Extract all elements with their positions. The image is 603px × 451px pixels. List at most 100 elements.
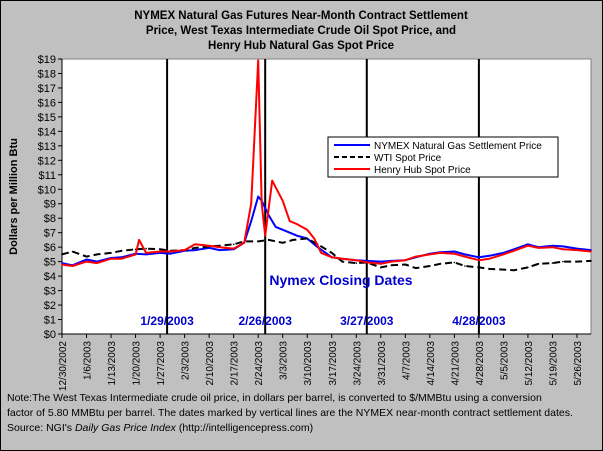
data-point-wti	[331, 252, 333, 254]
x-tick-label: 2/3/2003	[181, 341, 192, 380]
note-line-1: Note:The West Texas Intermediate crude o…	[7, 392, 542, 404]
title-line-3: Henry Hub Natural Gas Spot Price	[208, 40, 394, 52]
x-tick-label: 3/31/2003	[377, 341, 388, 386]
data-point-henry	[85, 260, 88, 263]
data-point-henry	[260, 202, 263, 205]
data-point-nymex	[295, 234, 298, 237]
data-point-henry	[537, 247, 540, 249]
note-source-suffix: (http://intelligencepress.com)	[175, 422, 314, 434]
data-point-henry	[138, 239, 140, 241]
data-point-henry	[488, 257, 491, 260]
y-tick-label: $16	[38, 97, 56, 109]
data-point-henry	[243, 242, 245, 244]
data-point-wti	[232, 243, 235, 246]
data-point-nymex	[380, 260, 382, 263]
data-point-wti	[429, 265, 431, 267]
data-point-wti	[453, 261, 456, 264]
data-point-wti	[61, 253, 63, 256]
y-tick-label: $7	[44, 228, 56, 240]
data-point-nymex	[208, 247, 210, 249]
y-tick-label: $14	[38, 126, 56, 138]
data-point-henry	[502, 253, 505, 256]
data-point-wti	[281, 242, 284, 244]
data-point-nymex	[478, 256, 480, 259]
x-tick-label: 5/19/2003	[548, 341, 559, 386]
data-point-henry	[71, 265, 74, 267]
data-point-nymex	[85, 258, 88, 261]
data-point-wti	[478, 266, 480, 269]
x-tick-label: 1/13/2003	[107, 341, 118, 386]
data-point-henry	[404, 259, 407, 262]
y-tick-label: $18	[38, 68, 56, 80]
x-tick-label: 1/6/2003	[83, 341, 94, 380]
data-point-wti	[380, 266, 382, 269]
data-point-wti	[120, 250, 123, 252]
data-point-henry	[562, 248, 564, 251]
data-point-henry	[96, 262, 98, 264]
x-tick-label: 1/20/2003	[132, 341, 143, 386]
y-tick-label: $15	[38, 112, 56, 124]
x-tick-label: 4/7/2003	[401, 341, 412, 380]
data-point-henry	[341, 257, 344, 260]
data-point-wti	[145, 247, 147, 250]
data-point-henry	[250, 202, 252, 205]
x-tick-label: 5/26/2003	[573, 341, 584, 386]
data-point-henry	[257, 59, 260, 62]
data-point-henry	[513, 250, 515, 252]
data-point-wti	[306, 237, 309, 240]
y-tick-label: $17	[38, 83, 56, 95]
x-tick-label: 3/3/2003	[279, 341, 290, 380]
data-point-wti	[562, 260, 564, 263]
y-tick-label: $8	[44, 213, 56, 225]
y-tick-label: $9	[44, 199, 56, 211]
data-point-henry	[169, 250, 172, 253]
x-tick-label: 2/17/2003	[230, 341, 241, 386]
x-tick-label: 2/24/2003	[254, 341, 265, 386]
y-tick-label: $12	[38, 155, 56, 167]
x-tick-label: 3/24/2003	[352, 341, 363, 386]
data-point-wti	[85, 255, 88, 258]
data-point-henry	[576, 249, 578, 251]
data-point-henry	[271, 179, 274, 182]
data-point-henry	[145, 252, 147, 254]
legend-label-henry: Henry Hub Spot Price	[374, 165, 471, 176]
y-tick-label: $13	[38, 141, 56, 153]
settlement-marker-label: 2/26/2003	[238, 314, 292, 328]
data-point-nymex	[274, 226, 277, 228]
data-point-henry	[218, 246, 221, 248]
data-point-henry	[390, 260, 393, 263]
data-point-wti	[341, 260, 344, 263]
chart-note: Note:The West Texas Intermediate crude o…	[7, 391, 599, 436]
data-point-nymex	[488, 255, 491, 257]
data-point-wti	[527, 266, 529, 269]
data-point-wti	[537, 263, 540, 265]
data-point-wti	[110, 252, 112, 254]
note-line-2: factor of 5.80 MMBtu per barrel. The dat…	[7, 407, 573, 419]
series-line-wti	[61, 237, 592, 272]
data-point-wti	[159, 248, 161, 251]
data-point-nymex	[169, 252, 172, 255]
data-point-henry	[306, 229, 309, 231]
note-line-3: Source: NGI's Daily Gas Price Index (htt…	[7, 421, 599, 436]
x-tick-label: 3/10/2003	[303, 341, 314, 386]
data-point-henry	[551, 246, 554, 248]
data-point-henry	[527, 244, 529, 247]
data-point-nymex	[250, 220, 252, 222]
data-point-henry	[281, 200, 284, 202]
data-point-henry	[366, 261, 368, 264]
data-point-henry	[183, 249, 186, 251]
data-point-nymex	[576, 247, 578, 250]
x-tick-label: 2/10/2003	[205, 341, 216, 386]
data-point-wti	[551, 262, 554, 264]
data-point-henry	[313, 237, 316, 240]
data-point-henry	[478, 259, 480, 262]
data-point-wti	[194, 247, 196, 249]
data-point-wti	[439, 263, 442, 265]
data-point-nymex	[527, 243, 529, 246]
y-tick-label: $0	[44, 329, 56, 341]
data-point-henry	[264, 234, 267, 237]
series-line-henry	[61, 59, 592, 267]
settlement-marker-label: 3/27/2003	[340, 314, 394, 328]
legend-label-nymex: NYMEX Natural Gas Settlement Price	[374, 141, 542, 152]
